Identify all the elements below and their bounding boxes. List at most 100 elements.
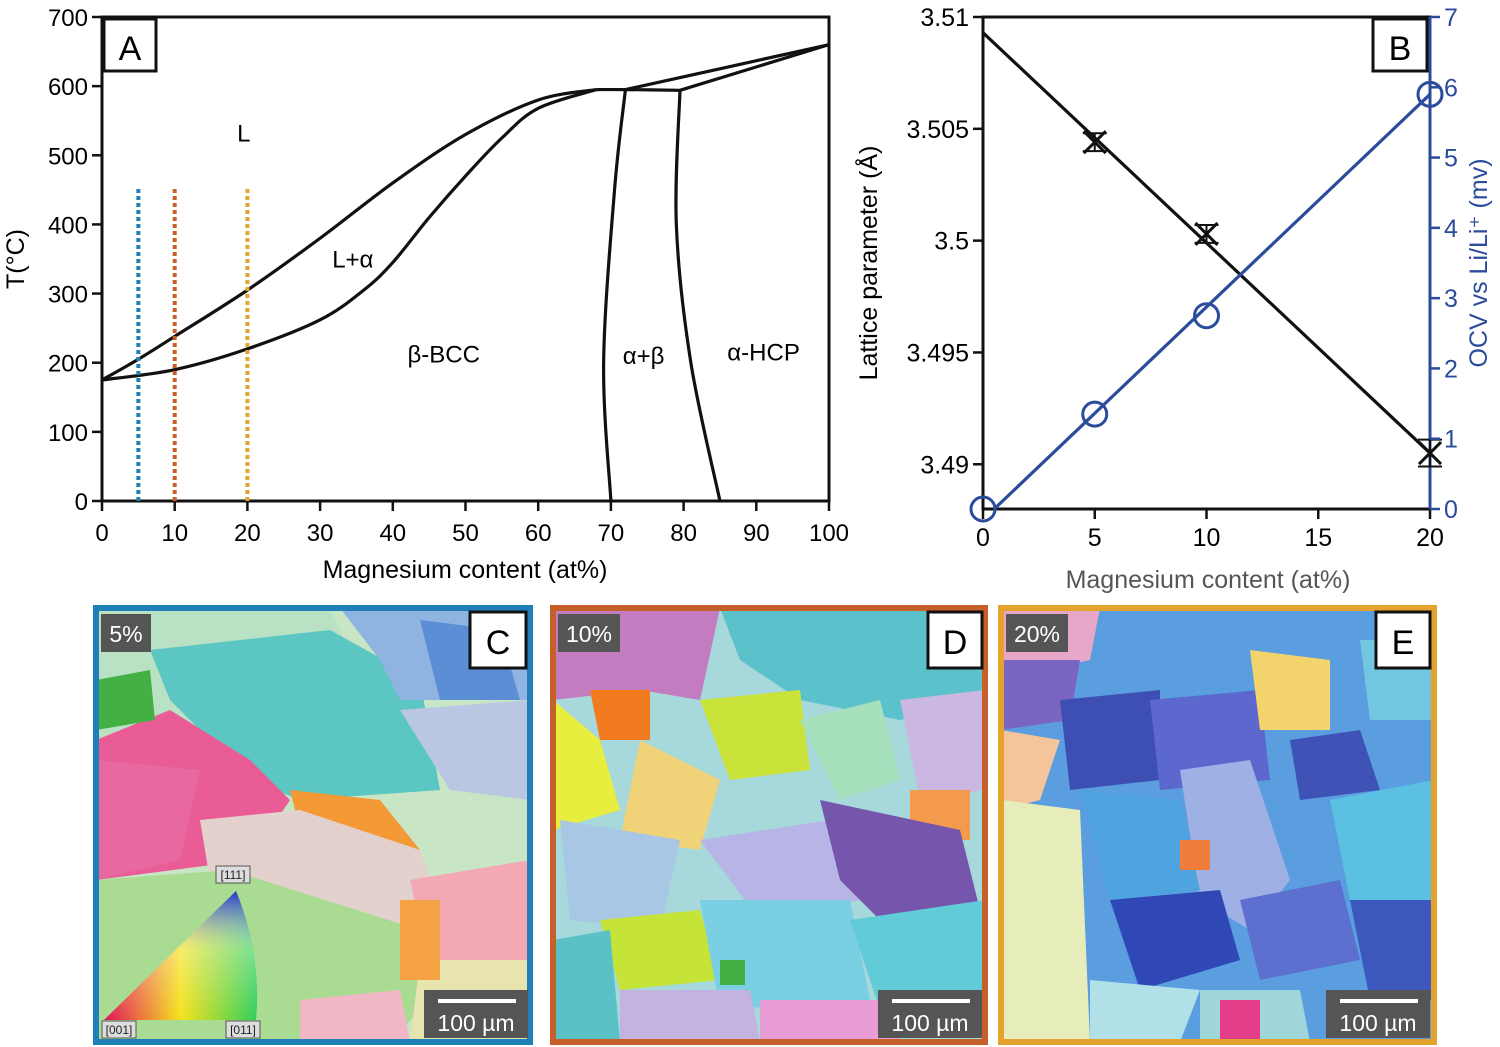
- y-tick-label-a: 700: [48, 5, 88, 32]
- right-tick-label-b: 6: [1444, 74, 1458, 102]
- panel-label-box-e: [1374, 610, 1432, 670]
- x-tick-label-b: 20: [1416, 524, 1444, 552]
- left-axis-label-b: Lattice parameter (Å): [853, 146, 883, 381]
- boundary-alpha-solvus: [674, 90, 722, 502]
- panel-label-b: B: [1389, 30, 1412, 68]
- x-axis-ticks-a: 0 10 20 30 40 50 60 70 80 90 100: [95, 501, 849, 547]
- left-tick-label-b: 3.495: [906, 339, 969, 367]
- ocv-point: [969, 495, 997, 523]
- left-tick-label-b: 3.51: [920, 4, 969, 32]
- x-tick-label-b: 15: [1304, 524, 1332, 552]
- composition-label-c: 5%: [109, 621, 142, 647]
- map-border-d: [550, 605, 988, 1045]
- region-label: L+α: [332, 246, 373, 273]
- composition-markers: [136, 186, 250, 501]
- lattice-point: [1082, 130, 1107, 155]
- phase-diagram-panel: 0 10 20 30 40 50 60 70 80 90 100 0 100 200 300 400 500 6…: [2, 5, 849, 584]
- composition-badge-d: [558, 614, 620, 652]
- scale-bar-box-d: [878, 990, 982, 1038]
- grain-map-c: [96, 608, 530, 1042]
- x-tick-label-a: 80: [670, 520, 697, 547]
- ipf-legend: [111] [001] [011]: [101, 865, 261, 1039]
- fit-line-right: [993, 93, 1432, 511]
- composition-label-e: 20%: [1014, 621, 1060, 647]
- ebsd-map-20pct: 20% E 100 µm: [998, 605, 1437, 1045]
- x-tick-label-b: 5: [1088, 524, 1102, 552]
- panel-label-e: E: [1392, 624, 1415, 662]
- region-label: α-HCP: [727, 340, 800, 367]
- right-axis-ticks-b: 0 1 2 3 4 5 6 7: [1430, 4, 1458, 524]
- plot-frame-b: [981, 15, 1432, 511]
- y-axis-ticks-a: 0 100 200 300 400 500 600 700: [48, 5, 102, 516]
- scale-bar-label-e: 100 µm: [1339, 1010, 1416, 1036]
- ipf-label-111: [111]: [221, 868, 246, 882]
- lattice-point: [1417, 438, 1443, 468]
- boundary-solidus-hcp: [679, 43, 830, 92]
- map-border-c: [93, 605, 533, 1045]
- scale-bar-box-e: [1326, 990, 1430, 1038]
- y-tick-label-a: 0: [75, 489, 88, 516]
- scale-bar-box-c: [424, 990, 528, 1038]
- scale-bar-label-d: 100 µm: [891, 1010, 968, 1036]
- x-tick-label-a: 30: [307, 520, 334, 547]
- x-axis-label-a: Magnesium content (at%): [323, 556, 608, 584]
- y-tick-label-a: 100: [48, 420, 88, 447]
- panel-label-box-a: [102, 17, 158, 73]
- right-tick-label-b: 0: [1444, 496, 1458, 524]
- left-axis-ticks-b: 3.49 3.495 3.5 3.505 3.51: [906, 4, 983, 479]
- ocv-point: [1193, 302, 1220, 330]
- panel-label-box-b: [1371, 17, 1429, 73]
- fit-lines: [981, 31, 1432, 511]
- y-tick-label-a: 200: [48, 351, 88, 378]
- right-tick-label-b: 5: [1444, 145, 1458, 173]
- x-tick-label-a: 100: [809, 520, 849, 547]
- left-tick-label-b: 3.5: [934, 228, 969, 256]
- left-tick-label-b: 3.49: [920, 451, 969, 479]
- scale-bar-label-c: 100 µm: [437, 1010, 514, 1036]
- panel-label-box-d: [926, 610, 984, 670]
- panel-label-c: C: [486, 624, 511, 662]
- boundary-liquidus-hcp: [625, 43, 830, 92]
- y-axis-label-a: T(°C): [2, 229, 30, 289]
- composition-label-d: 10%: [566, 621, 612, 647]
- region-label: α+β: [623, 343, 665, 370]
- data-points: [969, 80, 1444, 523]
- x-tick-label-a: 40: [379, 520, 406, 547]
- ebsd-map-10pct: 10% D 100 µm: [550, 605, 988, 1045]
- x-tick-label-a: 0: [95, 520, 108, 547]
- y-tick-label-a: 500: [48, 143, 88, 170]
- ipf-label-011: [011]: [230, 1023, 256, 1037]
- x-axis-label-b: Magnesium content (at%): [1066, 566, 1351, 594]
- ipf-label-001: [001]: [106, 1023, 133, 1037]
- boundary-beta-solvus: [602, 89, 628, 502]
- right-tick-label-b: 1: [1444, 426, 1458, 454]
- region-label: L: [237, 120, 250, 147]
- y-tick-label-a: 300: [48, 282, 88, 309]
- x-tick-label-a: 10: [161, 520, 188, 547]
- panel-label-d: D: [943, 624, 968, 662]
- x-tick-label-b: 0: [976, 524, 990, 552]
- ocv-point: [1081, 400, 1109, 428]
- region-label: β-BCC: [407, 342, 479, 369]
- panel-label-box-c: [468, 610, 528, 670]
- map-border-e: [998, 605, 1437, 1045]
- y-tick-label-a: 600: [48, 74, 88, 101]
- grain-map-e: [1001, 608, 1434, 1042]
- region-labels: L L+α β-BCC α+β α-HCP: [237, 120, 800, 370]
- ocv-point: [1416, 80, 1444, 108]
- x-tick-label-a: 60: [525, 520, 552, 547]
- x-tick-label-a: 70: [598, 520, 625, 547]
- x-tick-label-a: 50: [452, 520, 479, 547]
- plot-frame-a: [100, 15, 831, 503]
- x-tick-label-a: 90: [743, 520, 770, 547]
- x-tick-label-b: 10: [1193, 524, 1221, 552]
- boundary-liquidus: [101, 88, 597, 382]
- lattice-point: [1194, 221, 1219, 246]
- x-axis-ticks-b: 0 5 10 15 20: [976, 509, 1444, 552]
- x-tick-label-a: 20: [234, 520, 261, 547]
- ebsd-map-5pct: [111] [001] [011] 5% C 100 µm: [93, 605, 533, 1045]
- right-tick-label-b: 7: [1444, 4, 1458, 32]
- panel-label-a: A: [119, 30, 142, 68]
